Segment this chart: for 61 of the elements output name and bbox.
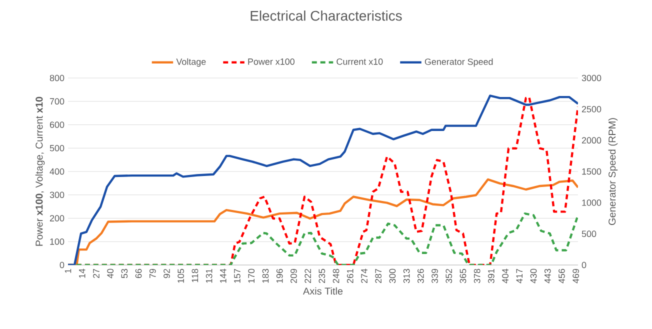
x-tick-label: 300	[389, 268, 396, 284]
x-tick-label: 92	[164, 268, 170, 278]
y-tick-label: 200	[50, 215, 64, 222]
x-tick-label: 274	[361, 268, 368, 284]
x-tick-label: 417	[516, 268, 522, 284]
y-tick-label: 300	[50, 192, 64, 198]
chart-title: Electrical Characteristics	[250, 10, 402, 21]
x-axis-title: Axis Title	[303, 287, 343, 295]
y-tick-label: 600	[50, 122, 64, 128]
x-tick-label: 378	[474, 268, 480, 284]
x-tick-label: 131	[206, 268, 212, 283]
x-tick-label: 209	[290, 268, 297, 284]
x-tick-label: 40	[107, 268, 114, 278]
y-tick-label: 400	[50, 168, 64, 175]
x-tick-label: 404	[502, 268, 508, 284]
x-tick-label: 326	[417, 268, 424, 284]
x-tick-label: 391	[488, 268, 494, 284]
y-tick-label: 100	[50, 238, 64, 245]
x-tick-label: 1	[64, 268, 72, 273]
legend-label: Voltage	[176, 58, 206, 67]
x-tick-label: 222	[304, 268, 311, 284]
x-tick-label: 469	[572, 268, 580, 284]
x-tick-label: 79	[149, 268, 156, 278]
y2-tick-label: 1000	[582, 199, 602, 206]
x-tick-label: 157	[234, 268, 240, 283]
y2-tick-label: 2000	[582, 137, 602, 144]
x-tick-label: 118	[192, 268, 198, 282]
y-tick-label: 500	[50, 144, 64, 152]
x-tick-label: 235	[318, 268, 326, 284]
y-tick-label: 0	[60, 262, 64, 268]
y-tick-label: 800	[50, 74, 64, 82]
x-tick-label: 105	[178, 268, 184, 283]
x-tick-label: 170	[248, 268, 255, 283]
x-tick-label: 443	[544, 268, 551, 284]
x-tick-label: 27	[93, 268, 100, 278]
x-tick-label: 14	[79, 268, 86, 278]
x-tick-label: 144	[220, 268, 226, 283]
x-tick-label: 287	[375, 268, 382, 284]
y-tick-label: 700	[50, 98, 64, 105]
legend-label: Current x10	[336, 58, 383, 65]
x-tick-label: 365	[460, 268, 466, 284]
x-tick-label: 339	[432, 268, 438, 284]
x-tick-label: 248	[332, 268, 340, 284]
y2-tick-label: 0	[582, 262, 586, 268]
x-tick-label: 196	[276, 268, 283, 283]
y2-tick-label: 1500	[582, 168, 602, 175]
x-tick-label: 430	[530, 268, 537, 284]
x-tick-label: 313	[403, 268, 410, 284]
y2-tick-label: 2500	[582, 106, 602, 112]
y2-tick-label: 3000	[582, 74, 602, 82]
x-tick-label: 66	[135, 268, 142, 278]
x-tick-label: 261	[346, 268, 354, 284]
legend-label: Generator Speed	[424, 58, 493, 67]
legend-label: Power x100	[248, 58, 294, 65]
x-tick-label: 352	[446, 268, 452, 284]
x-tick-label: 183	[262, 268, 269, 283]
y2-axis-title: Generator Speed (RPM)	[608, 118, 618, 225]
y-axis-title: Power x100, Voltage, Current x10	[35, 96, 45, 246]
y2-tick-label: 500	[582, 230, 596, 238]
x-tick-label: 53	[121, 268, 128, 278]
x-tick-label: 456	[558, 268, 565, 284]
